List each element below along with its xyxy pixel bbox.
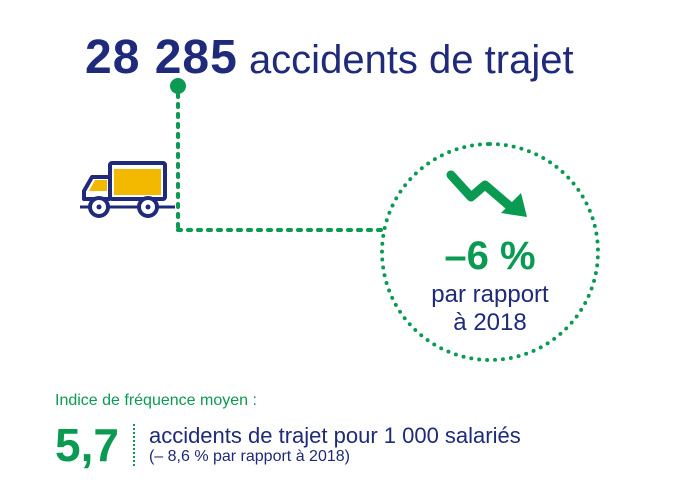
truck-hub-rear: [146, 205, 151, 210]
percent-change: –6 %: [444, 234, 535, 279]
headline-number: 28 285: [85, 31, 238, 84]
circle-line2: à 2018: [453, 309, 526, 336]
truck-cab-window: [89, 180, 107, 191]
frequency-line2: (– 8,6 % par rapport à 2018): [149, 448, 521, 466]
stat-circle: –6 % par rapport à 2018: [380, 142, 600, 362]
circle-line1: par rapport: [431, 281, 548, 308]
frequency-number: 5,7: [55, 418, 133, 472]
truck-hub-front: [97, 205, 102, 210]
frequency-label: Indice de fréquence moyen :: [55, 392, 257, 410]
truck-icon: [80, 155, 175, 230]
headline-text: accidents de trajet: [249, 38, 574, 82]
circle-subtext: par rapport à 2018: [431, 281, 548, 336]
frequency-row: 5,7 accidents de trajet pour 1 000 salar…: [55, 418, 521, 472]
trend-down-arrow-icon: [445, 167, 535, 222]
frequency-line1: accidents de trajet pour 1 000 salariés: [149, 424, 521, 448]
dotted-circle-border: –6 % par rapport à 2018: [380, 142, 600, 362]
frequency-text: accidents de trajet pour 1 000 salariés …: [133, 424, 521, 466]
headline: 28 285 accidents de trajet: [85, 30, 574, 85]
truck-trailer-fill: [114, 169, 161, 195]
